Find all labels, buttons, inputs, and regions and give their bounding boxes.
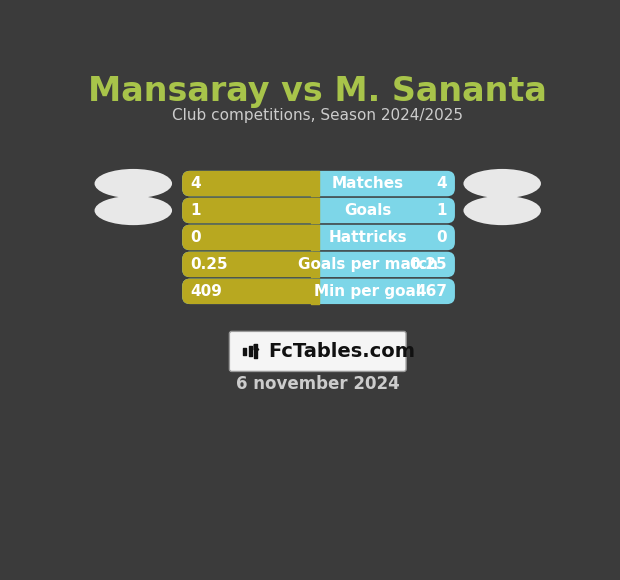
FancyBboxPatch shape [182,171,319,196]
FancyBboxPatch shape [182,278,455,304]
FancyBboxPatch shape [182,171,455,196]
Text: 4: 4 [190,176,200,191]
Text: 1: 1 [190,203,200,218]
FancyBboxPatch shape [182,252,455,277]
FancyBboxPatch shape [182,225,319,250]
Polygon shape [254,345,259,350]
Text: FcTables.com: FcTables.com [268,342,415,361]
Text: Goals: Goals [344,203,391,218]
Text: 1: 1 [436,203,447,218]
Ellipse shape [95,169,172,198]
Text: 0: 0 [436,230,447,245]
Text: 4: 4 [436,176,447,191]
Text: Min per goal: Min per goal [314,284,421,299]
FancyBboxPatch shape [182,252,319,277]
Text: 6 november 2024: 6 november 2024 [236,375,400,393]
Text: 467: 467 [415,284,447,299]
Text: 409: 409 [190,284,222,299]
Text: Hattricks: Hattricks [329,230,407,245]
Ellipse shape [95,196,172,225]
Text: Matches: Matches [332,176,404,191]
Ellipse shape [463,169,541,198]
Text: 0: 0 [190,230,200,245]
Text: 0.25: 0.25 [190,257,228,272]
Ellipse shape [463,196,541,225]
Text: 0.25: 0.25 [410,257,447,272]
Text: Club competitions, Season 2024/2025: Club competitions, Season 2024/2025 [172,108,463,124]
Text: Mansaray vs M. Sananta: Mansaray vs M. Sananta [88,75,547,108]
FancyBboxPatch shape [229,331,406,371]
Text: Goals per match: Goals per match [298,257,438,272]
FancyBboxPatch shape [182,278,319,304]
FancyBboxPatch shape [182,225,455,250]
FancyBboxPatch shape [182,198,455,223]
FancyBboxPatch shape [182,198,319,223]
